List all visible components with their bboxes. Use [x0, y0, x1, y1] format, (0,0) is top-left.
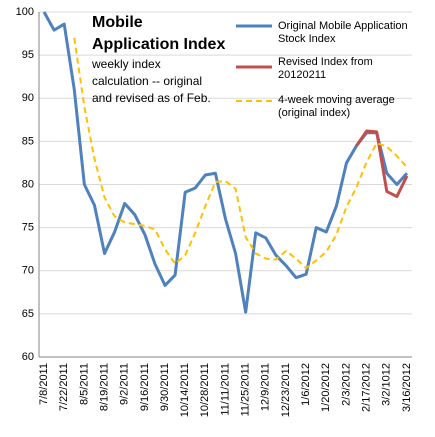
chart-title: Mobile Application Index	[92, 12, 225, 56]
legend-label: Revised Index from 20120211	[278, 56, 373, 81]
series-line	[42, 11, 409, 314]
x-tick-label: 8/19/2011	[98, 363, 110, 411]
subtitle-line: weekly index	[92, 57, 161, 71]
x-tick-label: 9/16/2011	[139, 363, 151, 411]
subtitle: weekly index calculation -- original and…	[92, 56, 211, 107]
x-tick-label: 12/23/2011	[280, 363, 292, 417]
y-tick-label: 90	[22, 92, 34, 104]
subtitle-line: and revised as of Feb.	[92, 91, 211, 105]
x-tick-label: 3/16/2012	[401, 363, 413, 412]
title-line: Application Index	[92, 36, 226, 53]
x-tick-label: 11/11/2011	[219, 363, 231, 416]
x-tick-label: 11/25/2011	[240, 363, 252, 416]
x-tick-label: 7/8/2011	[38, 363, 50, 405]
x-tick-label: 1/20/2012	[320, 363, 332, 412]
x-tick-label: 2/3/2012	[340, 363, 352, 406]
x-tick-label: 1/6/2012	[300, 363, 312, 406]
y-tick-label: 100	[16, 6, 34, 18]
x-tick-label: 10/28/2011	[199, 363, 211, 417]
legend-label: 4-week moving average (original index)	[278, 94, 395, 119]
y-tick-label: 75	[22, 222, 34, 234]
subtitle-line: calculation -- original	[92, 74, 203, 88]
x-tick-label: 3/2/1012	[381, 363, 393, 406]
x-tick-label: 12/9/2011	[260, 363, 272, 411]
x-tick-label: 10/14/2011	[179, 363, 191, 417]
x-tick-label: 9/2/2011	[119, 363, 131, 405]
y-tick-label: 70	[22, 265, 34, 277]
x-tick-label: 7/22/2011	[58, 363, 70, 411]
legend-label: Original Mobile Application Stock Index	[278, 20, 408, 45]
x-tick-label: 2/17/2012	[361, 363, 373, 412]
y-tick-label: 60	[22, 351, 34, 363]
y-tick-label: 85	[22, 135, 34, 147]
x-tick-label: 8/5/2011	[78, 363, 90, 405]
x-tick-label: 9/30/2011	[159, 363, 171, 411]
title-line: Mobile	[92, 14, 143, 31]
series-line	[73, 37, 408, 270]
y-tick-label: 95	[22, 49, 34, 61]
y-tick-label: 65	[22, 308, 34, 320]
series-line	[355, 129, 409, 199]
y-tick-label: 80	[22, 178, 34, 190]
